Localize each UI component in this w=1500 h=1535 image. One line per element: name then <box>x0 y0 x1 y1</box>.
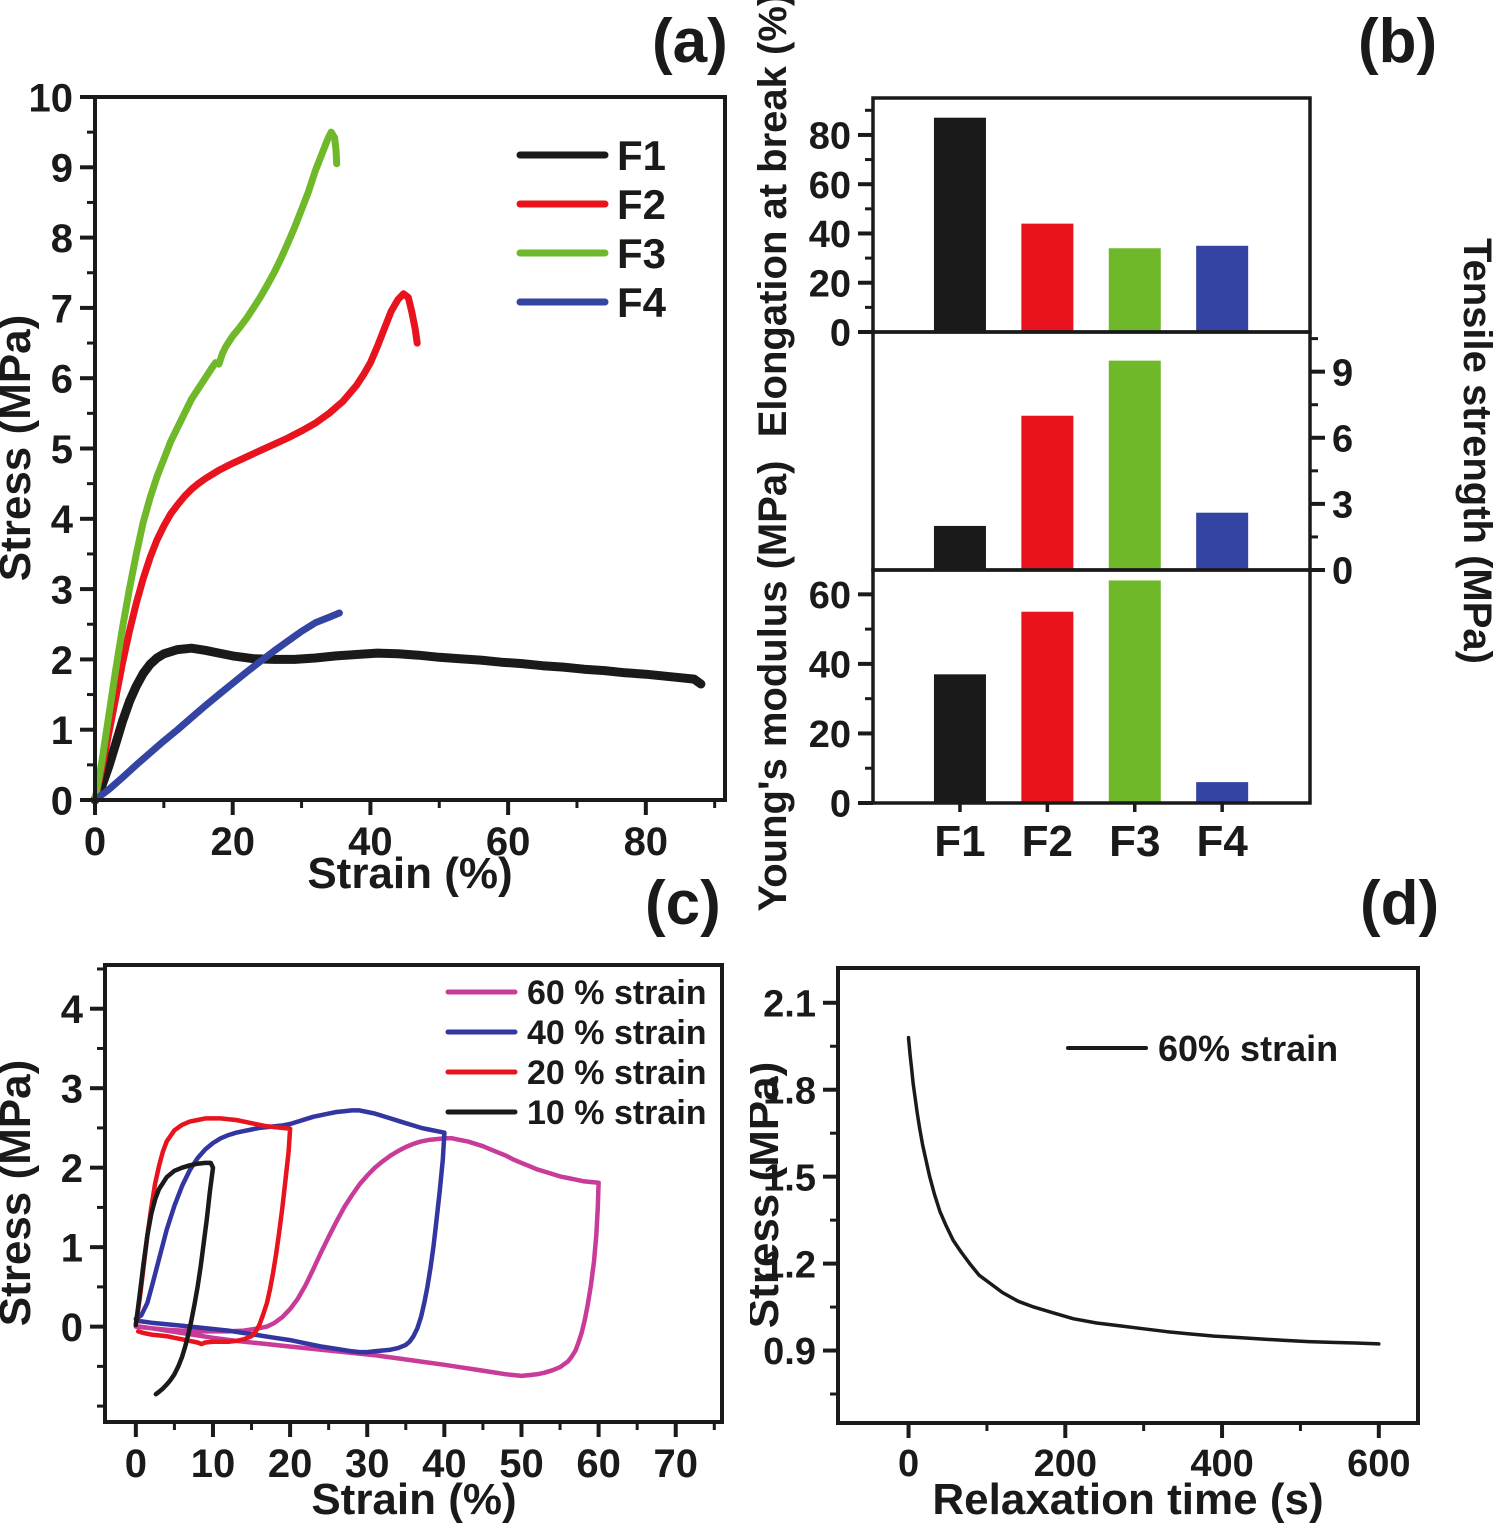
svg-text:0: 0 <box>898 1443 919 1485</box>
svg-text:20: 20 <box>809 263 851 305</box>
svg-text:0.9: 0.9 <box>763 1331 816 1373</box>
svg-text:40: 40 <box>422 1442 467 1486</box>
svg-text:50: 50 <box>499 1442 544 1486</box>
svg-text:7: 7 <box>51 287 73 331</box>
svg-text:60: 60 <box>486 820 531 864</box>
panel-b-label: (b) <box>1358 7 1438 76</box>
svg-text:Stress (MPa): Stress (MPa) <box>0 315 40 582</box>
svg-text:600: 600 <box>1347 1443 1410 1485</box>
svg-text:Tensile strength (MPa): Tensile strength (MPa) <box>1455 238 1499 664</box>
panel-d-label: (d) <box>1360 869 1440 938</box>
svg-text:20 % strain: 20 % strain <box>527 1054 707 1092</box>
svg-text:Elongation at break (%): Elongation at break (%) <box>751 0 795 437</box>
svg-text:F3: F3 <box>1109 817 1160 866</box>
svg-text:1.8: 1.8 <box>763 1070 816 1112</box>
svg-text:6: 6 <box>1332 418 1353 460</box>
svg-text:1: 1 <box>61 1227 83 1271</box>
svg-text:200: 200 <box>1034 1443 1097 1485</box>
svg-text:4: 4 <box>61 988 84 1032</box>
cyclic-stress-strain-chart: 0 10 20 30 40 50 60 70 0 1 2 3 4 Strain (%) Stress (MP… <box>0 963 724 1524</box>
svg-text:1: 1 <box>51 709 73 753</box>
svg-text:2: 2 <box>61 1147 83 1191</box>
svg-text:70: 70 <box>653 1442 698 1486</box>
svg-text:0: 0 <box>1332 551 1353 593</box>
svg-text:0: 0 <box>830 313 851 355</box>
svg-text:40: 40 <box>809 645 851 687</box>
svg-text:40: 40 <box>348 820 393 864</box>
svg-text:Strain (%): Strain (%) <box>311 1475 516 1524</box>
svg-text:0: 0 <box>51 779 73 823</box>
svg-text:30: 30 <box>345 1442 390 1486</box>
svg-text:60: 60 <box>809 165 851 207</box>
svg-text:F1: F1 <box>934 817 985 866</box>
svg-text:3: 3 <box>1332 485 1353 527</box>
svg-text:Young's modulus (MPa): Young's modulus (MPa) <box>751 461 795 912</box>
svg-text:80: 80 <box>624 820 669 864</box>
svg-text:6: 6 <box>51 358 73 402</box>
svg-text:2: 2 <box>51 639 73 683</box>
svg-text:10 % strain: 10 % strain <box>527 1094 707 1132</box>
svg-text:5: 5 <box>51 428 73 472</box>
stress-strain-chart: 0 20 40 60 80 0 1 2 3 4 5 6 7 8 9 10 Strain (%) Stress (M… <box>0 76 727 898</box>
svg-text:20: 20 <box>268 1442 313 1486</box>
svg-text:40: 40 <box>809 214 851 256</box>
svg-text:400: 400 <box>1190 1443 1253 1485</box>
panel-c-label: (c) <box>645 869 721 938</box>
svg-text:Strain (%): Strain (%) <box>307 849 512 898</box>
svg-text:8: 8 <box>51 217 73 261</box>
svg-text:Stress (MPa): Stress (MPa) <box>0 1060 40 1327</box>
mechanical-properties-bar-charts: 0 20 40 60 80 Elongation at break (%) 0 3 6 9 Tens… <box>751 0 1499 912</box>
stress-relaxation-chart: 0 200 400 600 0.9 1.2 1.5 1.8 2.1 Relaxation time… <box>750 966 1420 1524</box>
svg-text:F3: F3 <box>617 230 666 277</box>
svg-text:10: 10 <box>29 76 74 120</box>
svg-text:0: 0 <box>61 1306 83 1350</box>
svg-text:60: 60 <box>576 1442 621 1486</box>
svg-text:9: 9 <box>51 147 73 191</box>
svg-text:80: 80 <box>809 116 851 158</box>
svg-text:F2: F2 <box>617 181 666 228</box>
svg-text:1.2: 1.2 <box>763 1244 816 1286</box>
svg-text:9: 9 <box>1332 352 1353 394</box>
svg-text:60: 60 <box>809 575 851 617</box>
svg-text:F1: F1 <box>617 132 666 179</box>
svg-text:0: 0 <box>84 820 106 864</box>
svg-text:4: 4 <box>51 498 74 542</box>
svg-text:F2: F2 <box>1022 817 1073 866</box>
svg-text:20: 20 <box>809 714 851 756</box>
svg-text:60% strain: 60% strain <box>1158 1028 1338 1069</box>
svg-text:3: 3 <box>51 569 73 613</box>
svg-text:F4: F4 <box>617 279 667 326</box>
svg-text:Stress (MPa): Stress (MPa) <box>750 1062 788 1329</box>
svg-text:0: 0 <box>125 1442 147 1486</box>
panel-a-label: (a) <box>652 7 728 76</box>
svg-text:2.1: 2.1 <box>763 983 816 1025</box>
svg-text:3: 3 <box>61 1068 83 1112</box>
svg-text:F4: F4 <box>1196 817 1248 866</box>
svg-text:10: 10 <box>191 1442 236 1486</box>
svg-text:1.5: 1.5 <box>763 1157 816 1199</box>
svg-text:40 % strain: 40 % strain <box>527 1014 707 1052</box>
svg-text:0: 0 <box>830 784 851 826</box>
svg-text:20: 20 <box>210 820 255 864</box>
svg-text:60 % strain: 60 % strain <box>527 974 707 1012</box>
svg-text:Relaxation time (s): Relaxation time (s) <box>932 1475 1323 1524</box>
